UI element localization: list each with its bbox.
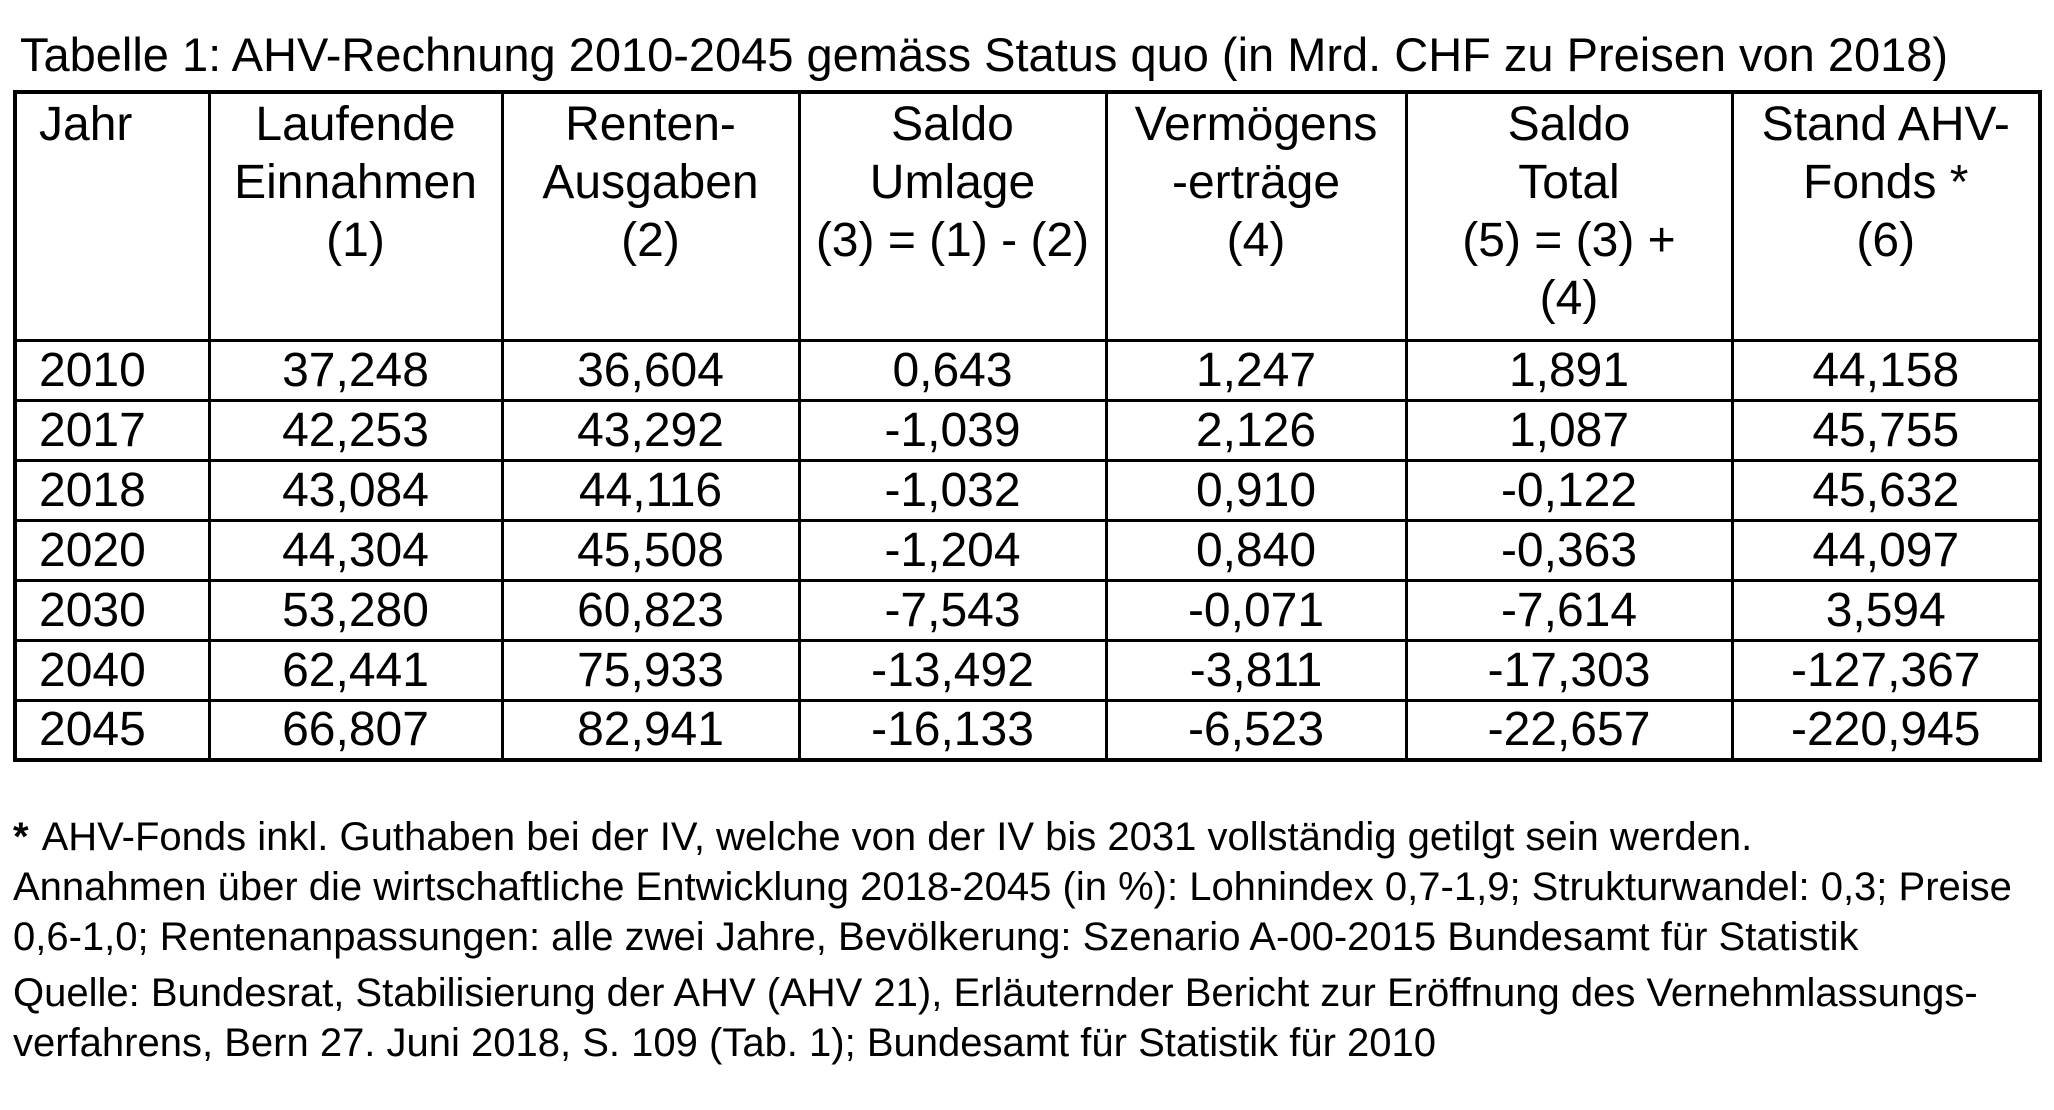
header-cell: Vermögens -erträge (4) [1104,90,1408,342]
header-line: Laufende [255,98,456,151]
footnote-fonds: * AHV-Fonds inkl. Guthaben bei der IV, we… [13,812,2054,862]
value-cell: -1,204 [797,518,1108,582]
header-line: Vermögens [1134,98,1378,151]
year-cell: 2040 [13,638,211,702]
header-line: Total [1518,156,1620,209]
header-line: (3) = (1) - (2) [815,214,1090,267]
value-cell: -13,492 [797,638,1108,702]
value-cell: 44,158 [1730,338,2042,402]
value-cell: 36,604 [500,338,801,402]
year-cell: 2045 [13,698,211,762]
header-line: Jahr [39,98,133,151]
value-cell: -0,363 [1404,518,1734,582]
table-title: Tabelle 1: AHV-Rechnung 2010-2045 gemäss… [20,28,1949,81]
header-line: (2) [621,214,680,267]
value-cell: 53,280 [207,578,504,642]
source-line-2: verfahrens, Bern 27. Juni 2018, S. 109 (… [13,1021,1437,1065]
table-row: 2030 53,280 60,823 -7,543 -0,071 -7,614 3,594 [13,578,2042,642]
table-row: 2017 42,253 43,292 -1,039 2,126 1,087 45,755 [13,398,2042,462]
value-cell: 37,248 [207,338,504,402]
header-cell: Saldo Umlage (3) = (1) - (2) [797,90,1108,342]
value-cell: 82,941 [500,698,801,762]
header-line: (5) = (3) + [1462,214,1676,267]
table-row: 2010 37,248 36,604 0,643 1,247 1,891 44,158 [13,338,2042,402]
value-cell: -7,543 [797,578,1108,642]
value-cell: -7,614 [1404,578,1734,642]
header-line: -erträge [1171,156,1341,209]
year-cell: 2010 [13,338,211,402]
value-cell: -220,945 [1730,698,2042,762]
year-cell: 2020 [13,518,211,582]
value-cell: -22,657 [1404,698,1734,762]
value-cell: 44,097 [1730,518,2042,582]
table-row: 2040 62,441 75,933 -13,492 -3,811 -17,303 -127… [13,638,2042,702]
header-cell: Jahr [13,90,211,342]
value-cell: 42,253 [207,398,504,462]
header-line: Saldo [891,98,1014,151]
year-cell: 2017 [13,398,211,462]
table-row: 2020 44,304 45,508 -1,204 0,840 -0,363 44,097 [13,518,2042,582]
value-cell: -3,811 [1104,638,1408,702]
value-cell: -1,039 [797,398,1108,462]
header-cell: Saldo Total (5) = (3) + (4) [1404,90,1734,342]
value-cell: 45,632 [1730,458,2042,522]
value-cell: 75,933 [500,638,801,702]
value-cell: -127,367 [1730,638,2042,702]
footnote-assumptions-line1: Annahmen über die wirtschaftliche Entwic… [13,865,2012,909]
table-row: 2045 66,807 82,941 -16,133 -6,523 -22,657 -220… [13,698,2042,762]
value-cell: -0,071 [1104,578,1408,642]
header-line: (1) [326,214,385,267]
value-cell: 3,594 [1730,578,2042,642]
header-line: Einnahmen [234,156,477,209]
asterisk-marker: * [13,815,29,859]
table-header-row: Jahr Laufende Einnahmen (1) Renten- Ausgaben(… [13,90,2042,342]
source-citation: Quelle: Bundesrat, Stabilisierung der AH… [13,968,2054,1068]
header-line: (4) [1539,272,1599,325]
ahv-status-quo-table: Jahr Laufende Einnahmen (1) Renten- Ausgaben(… [13,90,2042,762]
header-line: Stand AHV- [1761,98,2010,151]
value-cell: -16,133 [797,698,1108,762]
header-line: (6) [1856,214,1916,267]
footnote-fonds-text: AHV-Fonds inkl. Guthaben bei der IV, wel… [41,815,1753,859]
footnotes-block: * AHV-Fonds inkl. Guthaben bei der IV, we… [13,812,2054,1068]
header-line: Saldo [1507,98,1631,151]
header-cell: Renten- Ausgaben (2) [500,90,801,342]
value-cell: 1,891 [1404,338,1734,402]
value-cell: 45,755 [1730,398,2042,462]
value-cell: 43,292 [500,398,801,462]
header-line: Ausgaben [542,156,759,209]
value-cell: -0,122 [1404,458,1734,522]
value-cell: 0,840 [1104,518,1408,582]
value-cell: -17,303 [1404,638,1734,702]
value-cell: 43,084 [207,458,504,522]
value-cell: 0,910 [1104,458,1408,522]
year-cell: 2018 [13,458,211,522]
value-cell: 44,304 [207,518,504,582]
value-cell: 0,643 [797,338,1108,402]
value-cell: 44,116 [500,458,801,522]
value-cell: 45,508 [500,518,801,582]
footnote-assumptions-line2: 0,6-1,0; Rentenanpassungen: alle zwei Ja… [13,915,1859,959]
header-cell: Stand AHV- Fonds * (6) [1730,90,2042,342]
header-line: Renten- [565,98,736,151]
value-cell: 62,441 [207,638,504,702]
value-cell: 2,126 [1104,398,1408,462]
value-cell: -1,032 [797,458,1108,522]
source-line-1: Quelle: Bundesrat, Stabilisierung der AH… [13,971,1978,1015]
value-cell: 1,247 [1104,338,1408,402]
table-row: 2018 43,084 44,116 -1,032 0,910 -0,122 45,632 [13,458,2042,522]
header-line: Fonds * [1803,156,1969,209]
value-cell: 66,807 [207,698,504,762]
value-cell: 60,823 [500,578,801,642]
value-cell: 1,087 [1404,398,1734,462]
header-line: Umlage [869,156,1036,209]
header-cell: Laufende Einnahmen (1) [207,90,504,342]
value-cell: -6,523 [1104,698,1408,762]
year-cell: 2030 [13,578,211,642]
header-line: (4) [1226,214,1286,267]
